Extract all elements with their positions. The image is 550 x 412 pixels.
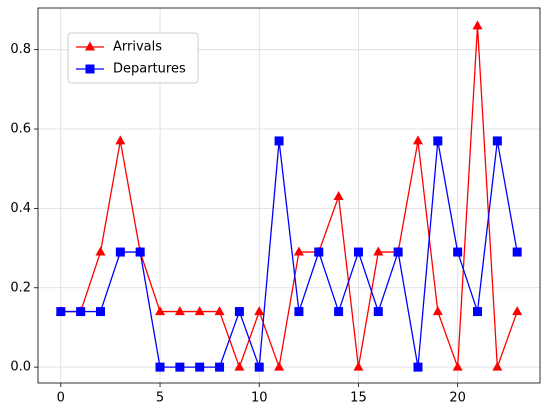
marker bbox=[85, 64, 95, 74]
marker bbox=[294, 307, 304, 317]
marker bbox=[85, 41, 95, 51]
marker bbox=[433, 136, 443, 146]
marker bbox=[174, 306, 185, 316]
marker bbox=[274, 361, 285, 371]
marker bbox=[96, 307, 106, 317]
marker bbox=[412, 135, 423, 145]
x-tick-label: 20 bbox=[449, 391, 466, 406]
series-line bbox=[60, 140, 518, 368]
marker bbox=[314, 247, 324, 257]
marker bbox=[274, 136, 284, 146]
marker bbox=[115, 247, 125, 257]
marker bbox=[76, 307, 86, 317]
series-line bbox=[60, 25, 518, 370]
y-tick-label: 0.2 bbox=[10, 280, 31, 295]
marker bbox=[452, 361, 463, 371]
marker bbox=[215, 362, 225, 372]
marker bbox=[194, 306, 205, 316]
marker bbox=[492, 136, 502, 146]
plot-frame bbox=[37, 7, 541, 384]
marker bbox=[333, 190, 344, 200]
marker bbox=[214, 306, 225, 316]
x-tick-label: 5 bbox=[156, 391, 164, 406]
marker bbox=[135, 247, 145, 257]
marker bbox=[353, 247, 363, 257]
marker bbox=[472, 20, 483, 30]
marker bbox=[95, 246, 106, 256]
x-tick-label: 10 bbox=[251, 391, 268, 406]
marker bbox=[234, 361, 245, 371]
marker bbox=[56, 307, 66, 317]
marker bbox=[195, 362, 205, 372]
marker bbox=[353, 361, 364, 371]
marker bbox=[334, 307, 344, 317]
marker bbox=[393, 247, 403, 257]
legend-label: Arrivals bbox=[113, 40, 162, 55]
marker bbox=[155, 306, 166, 316]
x-tick-label: 15 bbox=[350, 391, 367, 406]
legend-label: Departures bbox=[113, 62, 186, 77]
marker bbox=[254, 362, 264, 372]
legend-box bbox=[67, 32, 199, 84]
marker bbox=[472, 307, 482, 317]
marker bbox=[254, 306, 265, 316]
marker bbox=[432, 306, 443, 316]
marker bbox=[512, 306, 523, 316]
marker bbox=[373, 307, 383, 317]
marker bbox=[175, 362, 185, 372]
x-tick-label: 0 bbox=[57, 391, 65, 406]
marker bbox=[512, 247, 522, 257]
marker bbox=[453, 247, 463, 257]
marker bbox=[234, 307, 244, 317]
y-tick-label: 0.0 bbox=[10, 360, 31, 375]
y-tick-label: 0.6 bbox=[10, 122, 31, 137]
marker bbox=[293, 246, 304, 256]
y-tick-label: 0.4 bbox=[10, 201, 31, 216]
marker bbox=[155, 362, 165, 372]
marker bbox=[373, 246, 384, 256]
marker bbox=[115, 135, 126, 145]
marker bbox=[413, 362, 423, 372]
y-tick-label: 0.8 bbox=[10, 42, 31, 57]
marker bbox=[492, 361, 503, 371]
